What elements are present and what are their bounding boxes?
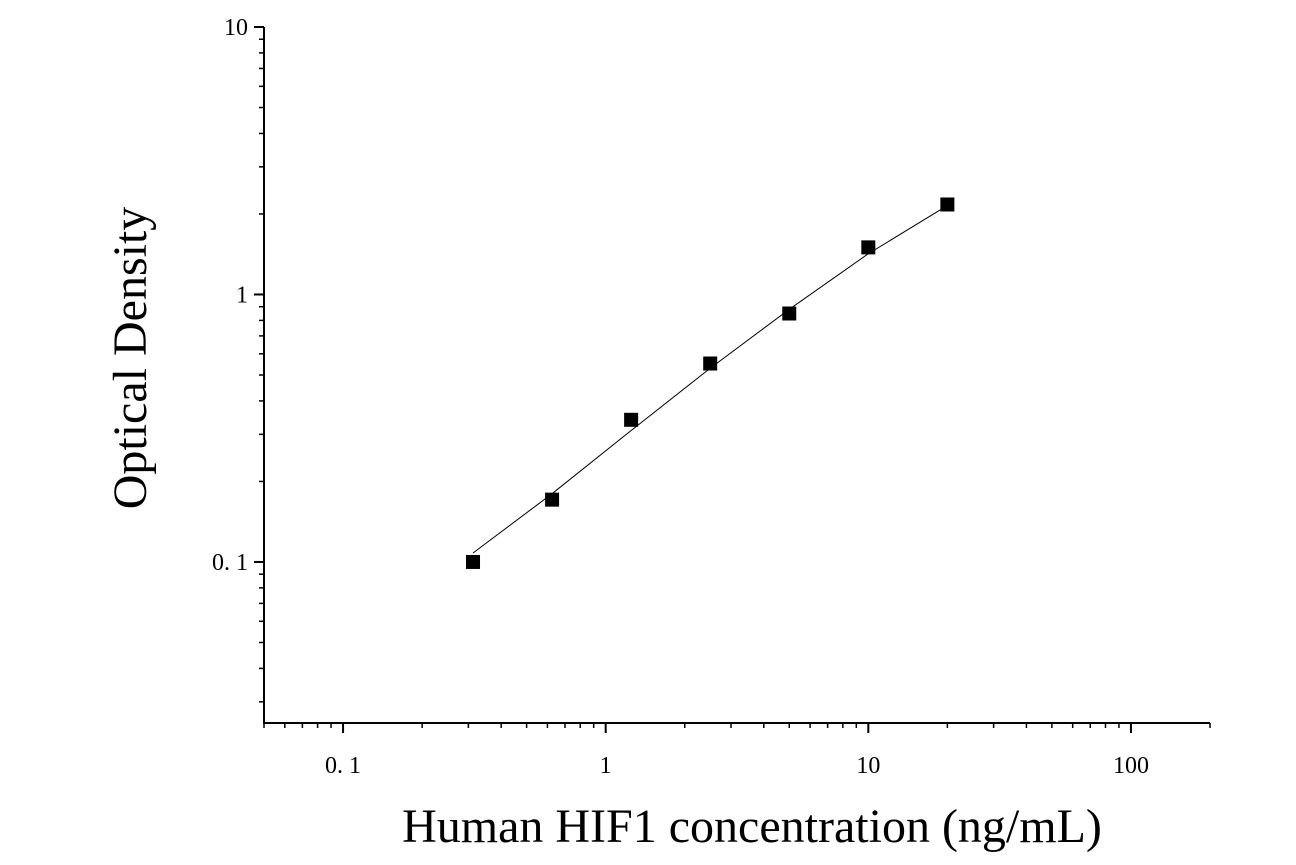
x-axis-title: Human HIF1 concentration (ng/mL)	[402, 800, 1102, 853]
x-tick-label: 1	[600, 753, 612, 779]
x-tick-label: 0. 1	[325, 753, 361, 779]
data-point	[624, 412, 639, 427]
y-axis-title: Optical Density	[104, 207, 157, 510]
y-tick-label: 1	[236, 282, 248, 308]
data-point	[466, 554, 481, 569]
fit-curve	[472, 205, 948, 554]
data-point	[545, 492, 560, 507]
data-point	[861, 240, 876, 255]
y-tick-label: 10	[224, 15, 248, 41]
data-point	[782, 306, 797, 321]
y-tick-label: 0. 1	[212, 550, 248, 576]
x-tick-label: 100	[1113, 753, 1149, 779]
data-point	[703, 356, 718, 371]
x-tick-label: 10	[856, 753, 880, 779]
data-point	[940, 197, 955, 212]
